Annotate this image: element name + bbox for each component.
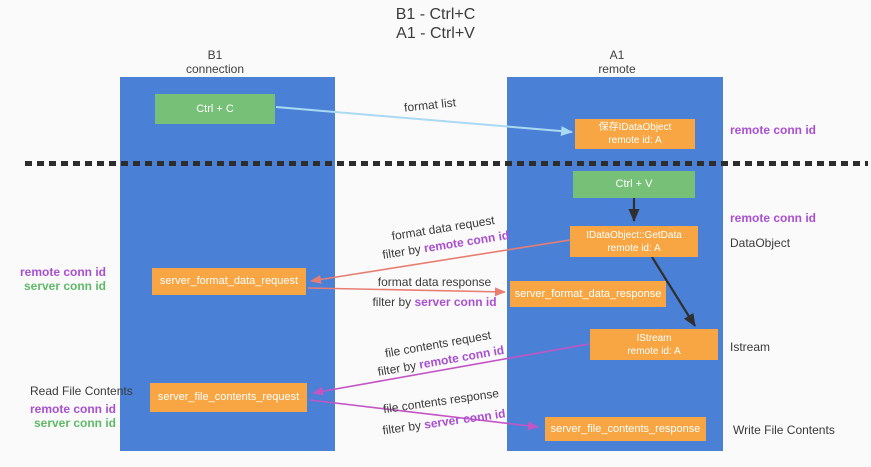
- dataobject-label: DataObject: [730, 236, 791, 250]
- left-column-name: B1: [207, 48, 223, 62]
- server-file-contents-response-label: server_file_contents_response: [550, 422, 701, 435]
- getdata-line1: IDataObject::GetData: [586, 229, 682, 241]
- ctrl-c-box: Ctrl + C: [155, 94, 275, 124]
- left-column-subtitle: connection: [185, 62, 245, 76]
- server-format-data-request-box: server_format_data_request: [152, 268, 306, 295]
- save-dataobject-line1: 保存IDataObject: [598, 122, 672, 133]
- format-list-label: format list: [403, 95, 457, 115]
- format-data-response-filter: filter by server conn id: [372, 295, 497, 309]
- left-column-header: B1 connection: [165, 48, 265, 76]
- format-data-response-text: format data response: [377, 275, 492, 289]
- server-format-data-request-label: server_format_data_request: [159, 275, 299, 287]
- getdata-line2: remote id: A: [607, 242, 661, 254]
- file-response-conn-id: server conn id: [423, 406, 507, 432]
- istream-line2: remote id: A: [627, 345, 681, 357]
- write-file-contents-label: Write File Contents: [733, 423, 835, 437]
- getdata-box: IDataObject::GetData remote id: A: [570, 226, 698, 257]
- server-format-data-response-label: server_format_data_response: [514, 287, 662, 300]
- save-dataobject-box: 保存IDataObject remote id: A: [575, 119, 695, 149]
- dashed-divider: [25, 161, 868, 166]
- right-mid-remote-conn-id: remote conn id: [730, 211, 817, 225]
- title-line-2: A1 - Ctrl+V: [396, 25, 475, 42]
- save-dataobject-line2: remote id: A: [608, 135, 662, 146]
- right-column-name: A1: [609, 48, 625, 62]
- right-top-remote-conn-id: remote conn id: [730, 123, 817, 137]
- istream-box: IStream remote id: A: [590, 329, 718, 360]
- left-mid-server-conn-id: server conn id: [23, 279, 106, 293]
- left-mid-conn-ids: remote conn id server conn id: [18, 265, 106, 293]
- left-mid-remote-conn-id: remote conn id: [19, 265, 106, 279]
- right-column-header: A1 remote: [567, 48, 667, 76]
- left-bottom-remote-conn-id: remote conn id: [29, 402, 116, 416]
- ctrl-c-label: Ctrl + C: [196, 102, 234, 115]
- server-format-data-response-box: server_format_data_response: [510, 281, 666, 307]
- diagram-title: B1 - Ctrl+C A1 - Ctrl+V: [0, 5, 871, 43]
- file-contents-request-label: file contents request filter by remote c…: [345, 320, 533, 386]
- format-data-response-label: format data response filter by server co…: [357, 275, 512, 309]
- server-file-contents-request-box: server_file_contents_request: [150, 383, 307, 412]
- istream-line1: IStream: [636, 332, 672, 344]
- read-file-contents-label: Read File Contents: [30, 384, 133, 398]
- server-file-contents-request-label: server_file_contents_request: [157, 391, 300, 403]
- left-bottom-conn-ids: remote conn id server conn id: [28, 402, 116, 430]
- left-bottom-server-conn-id: server conn id: [33, 416, 116, 430]
- title-line-1: B1 - Ctrl+C: [395, 6, 476, 23]
- istream-side-label: Istream: [730, 340, 771, 354]
- ctrl-v-label: Ctrl + V: [615, 178, 653, 190]
- format-response-conn-id: server conn id: [414, 295, 497, 309]
- server-file-contents-response-box: server_file_contents_response: [545, 417, 706, 441]
- ctrl-v-box: Ctrl + V: [573, 171, 695, 198]
- right-column-subtitle: remote: [598, 62, 636, 76]
